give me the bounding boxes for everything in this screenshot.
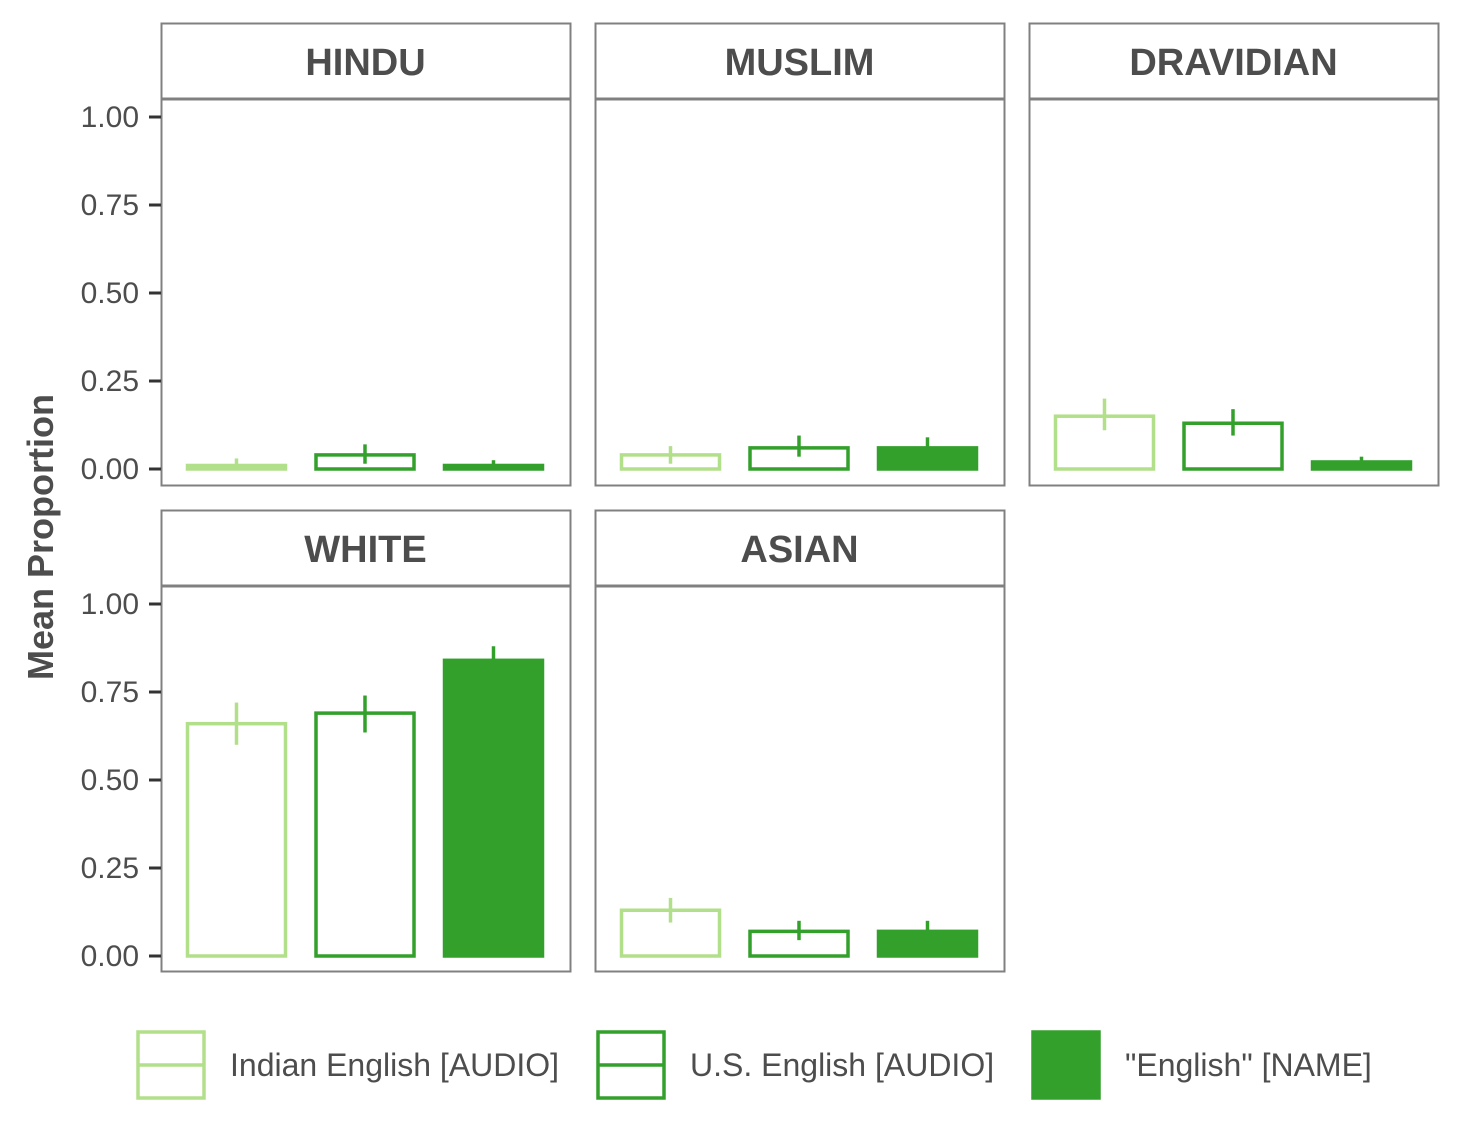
y-tick-label: 0.00 <box>81 940 139 973</box>
facet-strip-dravidian <box>1028 22 1440 101</box>
y-tick-label: 0.75 <box>81 189 139 222</box>
facet-strip-white <box>160 509 572 588</box>
y-tick-label: 0.50 <box>81 764 139 797</box>
bar-white-0 <box>185 721 288 958</box>
y-tick-label: 1.00 <box>81 101 139 134</box>
y-tick-label: 1.00 <box>81 588 139 621</box>
facet-label: DRAVIDIAN <box>1129 42 1337 84</box>
y-tick-label: 0.75 <box>81 676 139 709</box>
bar-white-2 <box>442 658 545 958</box>
y-axis-label: Mean Proportion <box>20 394 61 680</box>
legend-label: "English" [NAME] <box>1125 1047 1372 1083</box>
facet-label: HINDU <box>305 42 425 84</box>
y-tick-label: 0.25 <box>81 365 139 398</box>
y-tick-label: 0.50 <box>81 277 139 310</box>
facet-panel-muslim <box>594 98 1006 487</box>
facet-label: MUSLIM <box>725 42 875 84</box>
y-tick-label: 0.25 <box>81 852 139 885</box>
facet-strip-asian <box>594 509 1006 588</box>
y-tick-label: 0.00 <box>81 453 139 486</box>
facet-panel-asian <box>594 585 1006 973</box>
facet-strip-hindu <box>160 22 572 101</box>
legend-label: U.S. English [AUDIO] <box>690 1047 994 1083</box>
bar-white-1 <box>314 711 416 958</box>
facet-panel-hindu <box>160 98 572 487</box>
legend-key-2 <box>1031 1030 1101 1100</box>
facet-label: ASIAN <box>740 529 858 571</box>
legend-label: Indian English [AUDIO] <box>230 1047 559 1083</box>
facet-label: WHITE <box>304 529 426 571</box>
